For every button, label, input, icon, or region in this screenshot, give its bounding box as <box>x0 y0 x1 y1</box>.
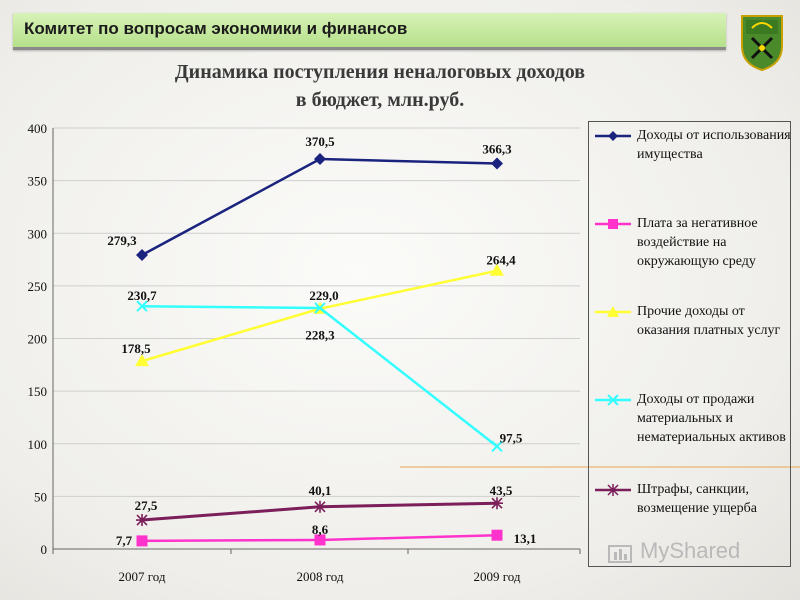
data-label: 97,5 <box>500 430 523 445</box>
data-label: 27,5 <box>135 498 158 513</box>
x-tick-label: 2008 год <box>297 569 344 584</box>
y-tick-label: 150 <box>28 384 48 399</box>
data-point <box>491 529 503 541</box>
y-tick-label: 350 <box>28 174 48 189</box>
coat-of-arms-icon <box>741 15 783 72</box>
x-tick-label: 2009 год <box>474 569 521 584</box>
data-point <box>490 263 504 276</box>
data-label: 264,4 <box>486 253 516 268</box>
series-line-1 <box>141 157 498 257</box>
data-label: 178,5 <box>121 341 151 356</box>
legend-swatch <box>595 131 631 141</box>
data-point <box>136 300 148 312</box>
data-label: 43,5 <box>490 483 513 498</box>
myshared-logo-icon <box>608 545 632 563</box>
legend-label: Плата за негативное воздействие на окруж… <box>637 216 758 269</box>
legend-swatch <box>595 306 631 317</box>
data-point <box>136 249 148 262</box>
data-label: 370,5 <box>305 134 335 149</box>
data-label: 7,7 <box>116 533 133 548</box>
legend-label: Штрафы, санкции, возмещение ущерба <box>637 482 757 516</box>
data-point <box>314 534 326 546</box>
data-point <box>314 500 326 513</box>
y-tick-label: 100 <box>28 437 48 452</box>
data-point <box>491 157 503 170</box>
header-bar <box>13 13 726 50</box>
data-point <box>491 440 503 453</box>
data-point <box>135 354 149 367</box>
data-point <box>136 514 148 527</box>
y-tick-label: 50 <box>34 489 47 504</box>
watermark-text: MyShared <box>640 538 741 563</box>
legend-swatch <box>595 219 631 229</box>
legend-label: Прочие доходы от оказания платных услуг <box>637 304 781 338</box>
data-label: 229,0 <box>309 288 338 303</box>
data-label: 228,3 <box>305 328 335 343</box>
data-point <box>314 302 326 314</box>
data-point <box>136 535 148 547</box>
legend-marker <box>607 484 619 496</box>
chart-title: Динамика поступления неналоговых доходов… <box>60 58 700 114</box>
series-line-3 <box>141 269 498 363</box>
data-label: 279,3 <box>107 233 137 248</box>
chart-title-line1: Динамика поступления неналоговых доходов <box>174 61 586 83</box>
y-tick-label: 0 <box>41 542 48 557</box>
chart-legend: Доходы от использования имущества Плата з… <box>588 121 791 567</box>
y-tick-label: 250 <box>28 279 48 294</box>
y-tick-label: 300 <box>28 226 48 241</box>
legend-marker <box>607 394 619 406</box>
legend-label: Доходы от использования имущества <box>637 128 791 162</box>
data-label: 230,7 <box>127 288 157 303</box>
data-label: 40,1 <box>309 483 332 498</box>
data-label: 8,6 <box>312 522 329 537</box>
data-point <box>314 153 326 166</box>
legend-marker <box>608 219 618 229</box>
legend-marker <box>608 131 618 141</box>
legend-swatch <box>595 484 631 496</box>
header-title: Комитет по вопросам экономики и финансов <box>24 19 408 38</box>
y-tick-label: 200 <box>28 332 48 347</box>
legend-swatch <box>595 394 631 406</box>
legend-label: Доходы от продажи материальных и нематер… <box>637 392 786 445</box>
data-label: 366,3 <box>482 141 512 156</box>
chart-title-line2: в бюджет, млн.руб. <box>295 89 465 111</box>
y-tick-label: 400 <box>28 121 48 136</box>
data-label: 13,1 <box>514 531 537 546</box>
legend-marker <box>607 306 619 317</box>
data-point <box>491 497 503 510</box>
x-tick-label: 2007 год <box>119 569 166 584</box>
